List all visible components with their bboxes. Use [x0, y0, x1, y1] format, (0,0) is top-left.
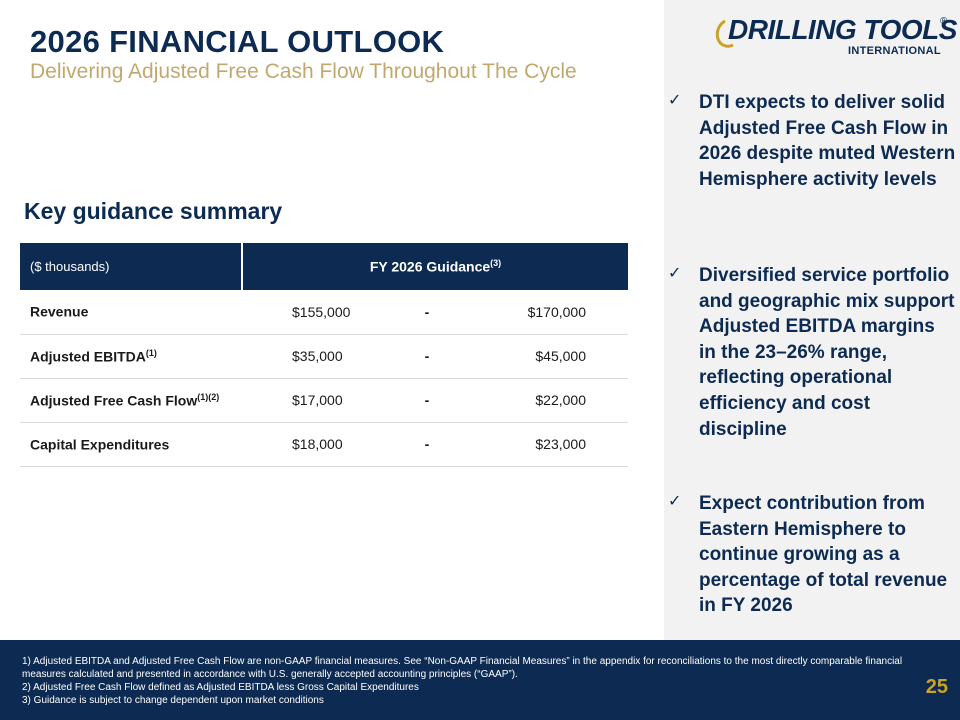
footer-bar: 1) Adjusted EBITDA and Adjusted Free Cas… — [0, 640, 960, 720]
company-logo: DRILLING TOOLS ® INTERNATIONAL — [711, 14, 957, 58]
range-separator: - — [382, 290, 472, 335]
guidance-high: $23,000 — [472, 422, 628, 467]
page-number: 25 — [925, 676, 948, 698]
table-row: Capital Expenditures $18,000 - $23,000 — [20, 422, 628, 467]
checkmark-icon: ✓ — [668, 265, 682, 282]
key-point-text: DTI expects to deliver solid Adjusted Fr… — [699, 92, 956, 190]
guidance-low: $155,000 — [242, 290, 382, 335]
row-label: Adjusted Free Cash Flow(1)(2) — [20, 378, 242, 423]
footnote: 3) Guidance is subject to change depende… — [22, 695, 324, 706]
checkmark-icon: ✓ — [668, 493, 682, 510]
guidance-high: $22,000 — [472, 378, 628, 423]
row-label: Adjusted EBITDA(1) — [20, 334, 242, 379]
logo-registered-mark: ® — [940, 16, 948, 27]
guidance-high: $45,000 — [472, 334, 628, 379]
footnote-ref: (3) — [490, 258, 502, 269]
unit-header: ($ thousands) — [20, 243, 242, 290]
table-row: Revenue $155,000 - $170,000 — [20, 290, 628, 335]
footnote: 1) Adjusted EBITDA and Adjusted Free Cas… — [22, 656, 903, 680]
footnote-ref: (1) — [145, 347, 157, 358]
logo-wordmark: DRILLING TOOLS — [728, 14, 957, 45]
page-title: 2026 FINANCIAL OUTLOOK — [30, 24, 445, 59]
guidance-low: $18,000 — [242, 422, 382, 467]
key-point: ✓ Expect contribution from Eastern Hemis… — [668, 491, 956, 619]
guidance-header: FY 2026 Guidance(3) — [241, 243, 628, 290]
guidance-low: $35,000 — [242, 334, 382, 379]
guidance-table: ($ thousands) FY 2026 Guidance(3) Revenu… — [20, 243, 628, 467]
table-row: Adjusted EBITDA(1) $35,000 - $45,000 — [20, 334, 628, 379]
side-panel — [664, 0, 960, 640]
key-point-text: Expect contribution from Eastern Hemisph… — [699, 493, 948, 617]
footnote: 2) Adjusted Free Cash Flow defined as Ad… — [22, 682, 419, 693]
footnote-ref: (1)(2) — [197, 391, 220, 402]
key-point-text: Diversified service portfolio and geogra… — [699, 265, 955, 440]
page-subtitle: Delivering Adjusted Free Cash Flow Throu… — [30, 60, 577, 83]
row-label: Capital Expenditures — [20, 422, 242, 467]
footnotes: 1) Adjusted EBITDA and Adjusted Free Cas… — [22, 655, 922, 707]
range-separator: - — [382, 334, 472, 379]
key-point: ✓ Diversified service portfolio and geog… — [668, 263, 956, 442]
logo-subtext: INTERNATIONAL — [848, 45, 941, 57]
row-label: Revenue — [20, 290, 242, 335]
checkmark-icon: ✓ — [668, 92, 682, 109]
guidance-high: $170,000 — [472, 290, 628, 335]
key-point: ✓ DTI expects to deliver solid Adjusted … — [668, 90, 956, 192]
table-header-row: ($ thousands) FY 2026 Guidance(3) — [20, 243, 628, 290]
table-row: Adjusted Free Cash Flow(1)(2) $17,000 - … — [20, 378, 628, 423]
range-separator: - — [382, 378, 472, 423]
guidance-low: $17,000 — [242, 378, 382, 423]
section-title: Key guidance summary — [24, 198, 283, 224]
range-separator: - — [382, 422, 472, 467]
